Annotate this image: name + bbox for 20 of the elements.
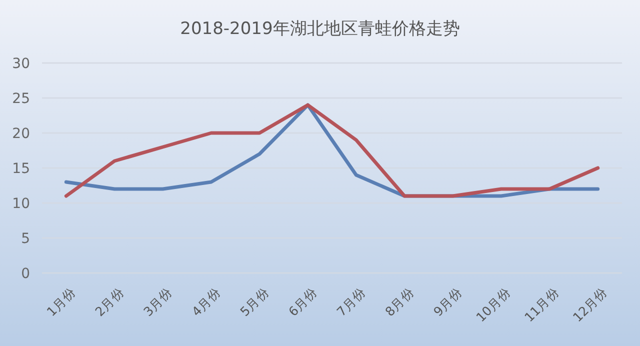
x-tick-label: 7月份: [334, 284, 368, 320]
y-tick-label: 20: [12, 126, 30, 142]
y-tick-label: 0: [21, 266, 30, 282]
y-tick-label: 10: [12, 196, 30, 212]
x-tick-label: 12月份: [570, 284, 610, 325]
x-tick-label: 3月份: [140, 284, 175, 320]
y-tick-label: 25: [12, 91, 30, 107]
x-tick-label: 9月份: [430, 284, 465, 320]
y-tick-label: 30: [12, 56, 30, 72]
x-tick-label: 10月份: [473, 284, 514, 325]
x-tick-label: 5月份: [237, 284, 272, 320]
x-tick-label: 8月份: [382, 284, 417, 320]
x-tick-label: 11月份: [521, 284, 562, 325]
y-tick-label: 5: [21, 231, 30, 247]
x-tick-label: 1月份: [44, 284, 78, 320]
x-tick-label: 2月份: [92, 284, 127, 320]
x-tick-label: 6月份: [285, 284, 320, 320]
chart-title: 2018-2019年湖北地区青蛙价格走势: [180, 19, 460, 39]
y-tick-label: 15: [12, 161, 30, 177]
x-tick-label: 4月份: [188, 284, 224, 320]
